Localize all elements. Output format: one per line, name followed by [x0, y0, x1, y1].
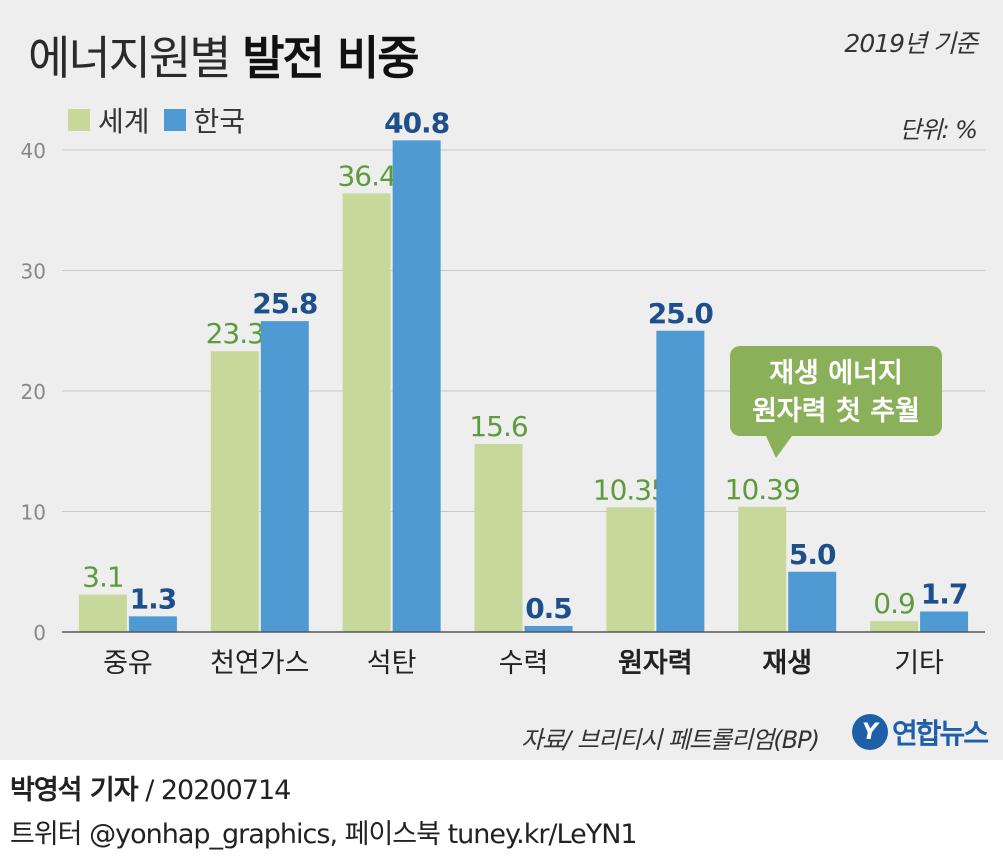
- legend-label-korea: 한국: [193, 105, 246, 138]
- data-label-korea: 1.7: [921, 578, 968, 611]
- bar-korea: [524, 625, 573, 632]
- page-title: 에너지원별 발전 비중: [28, 22, 420, 88]
- data-label-korea: 5.0: [789, 538, 836, 571]
- reporter-name: 박영석 기자: [10, 775, 139, 806]
- credit-line: 박영석 기자 / 20200714: [10, 768, 291, 807]
- data-label-world: 36.4: [337, 159, 396, 192]
- legend: 세계 한국: [68, 100, 259, 140]
- y-tick-label: 20: [21, 380, 46, 404]
- callout-line-1: 재생 에너지: [769, 358, 903, 389]
- data-label-world: 15.6: [469, 410, 528, 443]
- legend-swatch-world: [68, 109, 90, 131]
- unit-note: 단위: %: [899, 116, 978, 144]
- x-tick-label: 천연가스: [210, 648, 309, 679]
- x-tick-label: 석탄: [367, 648, 417, 679]
- bar-world: [870, 621, 919, 632]
- bar-world: [210, 351, 259, 632]
- x-tick-label: 재생: [762, 648, 812, 679]
- publish-date: / 20200714: [145, 775, 291, 806]
- bar-korea: [260, 321, 309, 632]
- callout-line-2: 원자력 첫 추월: [752, 396, 920, 427]
- callout-pointer: [766, 436, 792, 458]
- bar-korea: [392, 140, 441, 633]
- data-label-korea: 25.8: [252, 287, 317, 320]
- data-label-korea: 0.5: [525, 592, 572, 625]
- yonhap-logo: Y 연합뉴스: [852, 712, 989, 752]
- bar-korea: [920, 611, 969, 632]
- data-label-world: 3.1: [82, 561, 124, 594]
- bar-world: [78, 594, 127, 632]
- bar-korea: [788, 571, 837, 632]
- x-tick-label: 중유: [103, 648, 153, 679]
- y-tick-label: 0: [33, 621, 46, 645]
- data-label-korea: 1.3: [130, 582, 177, 615]
- data-label-korea: 25.0: [648, 297, 714, 330]
- source-note: 자료/ 브리티시 페트롤리엄(BP): [521, 726, 820, 754]
- chart-panel: 에너지원별 발전 비중 2019년 기준 단위: % 세계 한국 0 10 20 30…: [0, 0, 1003, 760]
- bar-world: [738, 506, 787, 632]
- data-label-world: 23.3: [206, 317, 264, 350]
- legend-item-korea: 한국: [163, 100, 246, 140]
- social-links: 트위터 @yonhap_graphics, 페이스북 tuney.kr/LeYN…: [10, 819, 638, 850]
- x-tick-label: 수력: [499, 648, 549, 679]
- y-tick-label: 30: [21, 260, 46, 284]
- y-tick-label: 40: [21, 139, 46, 163]
- x-tick-label: 기타: [894, 648, 944, 679]
- yonhap-logo-icon: Y: [852, 714, 888, 750]
- legend-item-world: 세계: [68, 100, 150, 140]
- bar-chart: 0 10 20 30 40 3.11.3 중유 23.325.8 천연가스 36.4 40.8 석탄 1…: [21, 106, 985, 679]
- basis-note: 2019년 기준: [844, 29, 978, 58]
- callout-bubble: [730, 346, 942, 436]
- data-label-world: 0.9: [873, 587, 915, 620]
- bar-korea: [128, 616, 177, 632]
- bar-world: [474, 444, 523, 632]
- legend-label-world: 세계: [98, 105, 150, 138]
- legend-swatch-korea: [163, 109, 186, 131]
- title-bold: 발전 비중: [242, 31, 419, 85]
- x-tick-label: 원자력: [618, 648, 693, 679]
- data-label-korea: 40.8: [384, 106, 449, 139]
- bar-world: [342, 193, 391, 632]
- bar-korea: [656, 330, 705, 632]
- data-label-world: 10.35: [593, 473, 668, 506]
- yonhap-logo-text: 연합뉴스: [892, 717, 989, 750]
- title-light: 에너지원별: [28, 31, 232, 85]
- data-label-world: 10.39: [725, 473, 800, 506]
- y-tick-label: 10: [21, 501, 46, 525]
- bar-world: [606, 507, 655, 632]
